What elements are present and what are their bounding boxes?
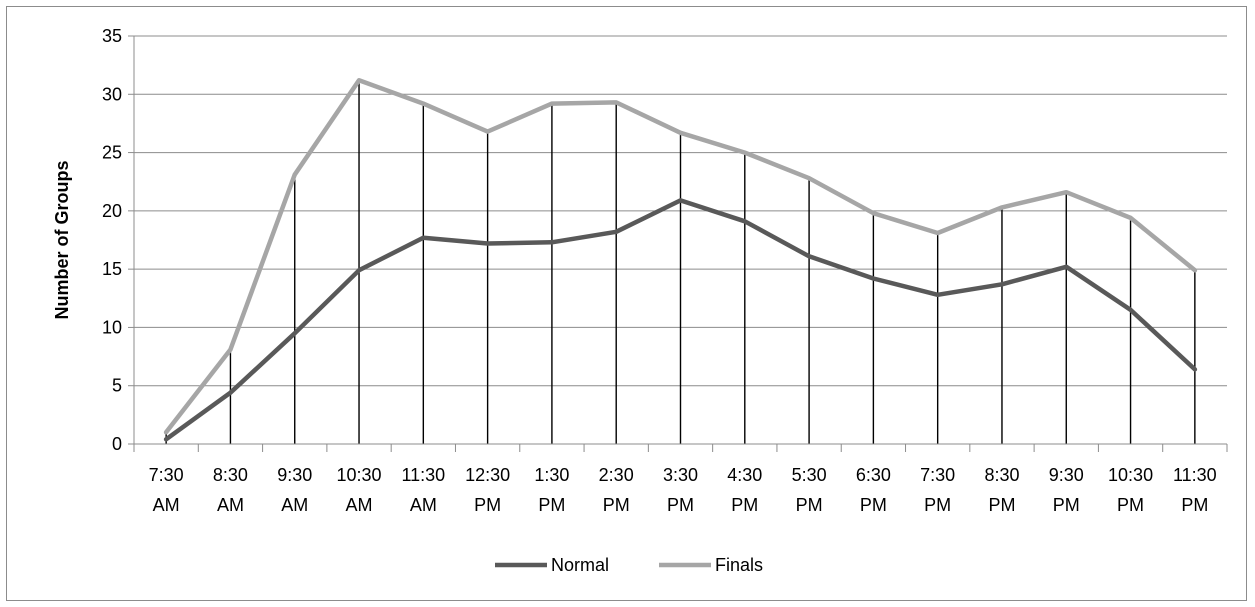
x-tick-label: 5:30 [792,465,827,485]
x-tick-label: AM [153,495,180,515]
x-tick-label: 8:30 [984,465,1019,485]
x-tick-label: 7:30 [920,465,955,485]
y-tick-label: 25 [102,143,122,163]
x-tick-label: 8:30 [213,465,248,485]
x-tick-label: PM [538,495,565,515]
legend: Normal Finals [495,555,763,575]
drop-lines [165,80,1196,444]
y-tick-label: 35 [102,26,122,46]
tick-labels: 0 5 10 15 20 25 30 35 7:30 AM 8:30 AM 9:30 AM 10:30 AM 1… [102,26,1217,515]
x-tick-label: AM [346,495,373,515]
series-line-normal [163,198,1198,442]
x-tick-label: 11:30 [401,465,445,485]
x-tick-label: PM [603,495,630,515]
legend-label-finals: Finals [715,555,763,575]
x-tick-label: 1:30 [534,465,569,485]
series-line-finals [163,78,1198,435]
x-tick-label: 10:30 [1108,465,1153,485]
x-tick-label: 3:30 [663,465,698,485]
x-tick-label: 9:30 [1049,465,1084,485]
x-tick-label: AM [410,495,437,515]
y-tick-label: 20 [102,201,122,221]
x-tick-label: 6:30 [856,465,891,485]
y-tick-label: 5 [112,376,122,396]
x-tick-label: 12:30 [465,465,510,485]
axes [128,35,1228,452]
x-tick-label: PM [474,495,501,515]
x-tick-label: PM [924,495,951,515]
x-tick-label: PM [667,495,694,515]
x-tick-label: AM [281,495,308,515]
x-tick-label: 9:30 [277,465,312,485]
x-tick-label: 11:30 [1173,465,1217,485]
y-tick-label: 10 [102,317,122,337]
x-tick-label: AM [217,495,244,515]
x-tick-label: PM [1053,495,1080,515]
x-tick-label: PM [1181,495,1208,515]
x-tick-label: PM [1117,495,1144,515]
x-tick-label: PM [860,495,887,515]
x-tick-label: PM [988,495,1015,515]
legend-label-normal: Normal [551,555,609,575]
x-tick-label: 10:30 [337,465,382,485]
x-tick-label: 4:30 [727,465,762,485]
y-axis-title: Number of Groups [52,160,72,319]
y-tick-label: 0 [112,434,122,454]
x-tick-label: 2:30 [599,465,634,485]
x-tick-label: PM [731,495,758,515]
x-tick-label: 7:30 [149,465,184,485]
y-tick-label: 30 [102,84,122,104]
y-tick-label: 15 [102,259,122,279]
x-tick-label: PM [796,495,823,515]
series-lines [163,78,1198,442]
